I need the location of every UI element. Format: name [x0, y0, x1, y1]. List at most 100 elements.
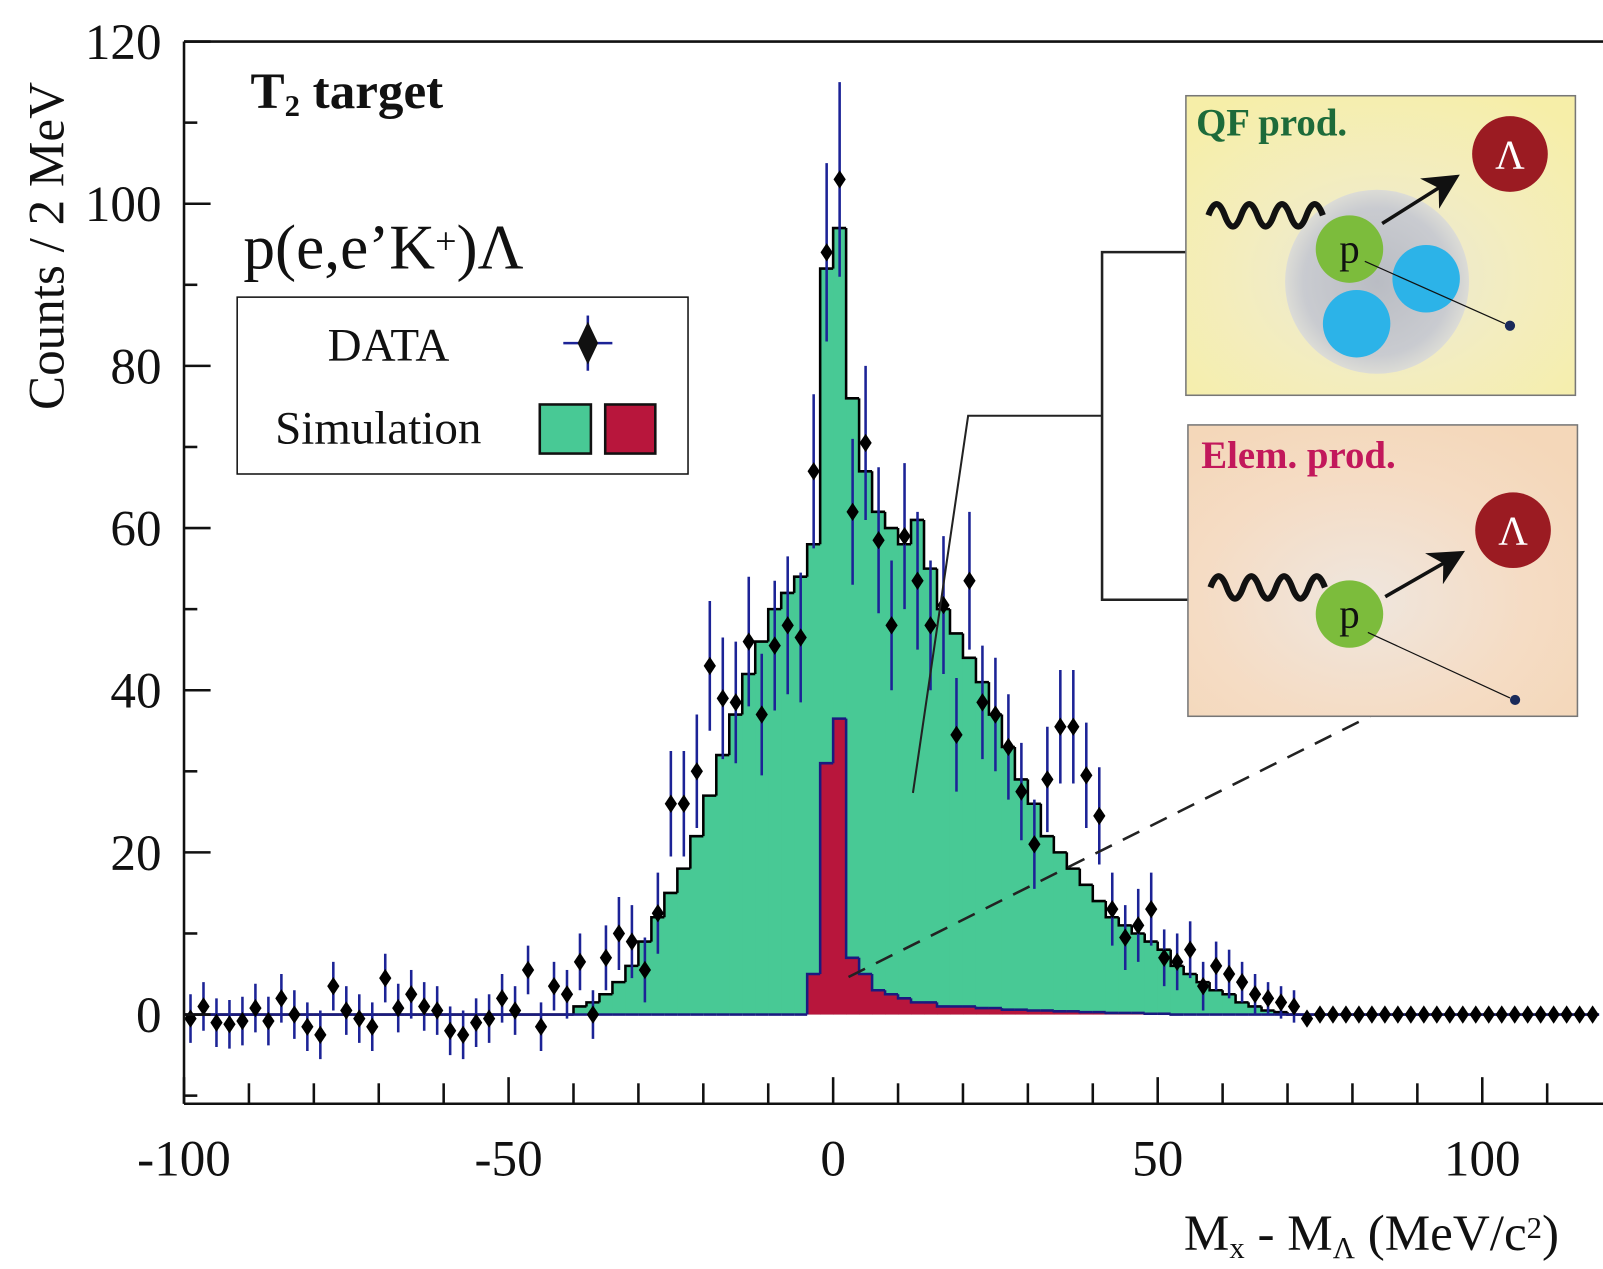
histogram-bar	[1222, 994, 1237, 1015]
x-tick-label: 50	[1132, 1130, 1183, 1187]
x-tick-label: -100	[137, 1130, 231, 1187]
histogram-bar	[885, 528, 899, 1015]
histogram-bar	[1053, 852, 1068, 1015]
histogram-bar	[742, 674, 756, 1015]
label-part: )Λ	[457, 213, 524, 283]
histogram-bar	[677, 868, 691, 1015]
histogram-bar	[885, 994, 899, 1015]
histogram-outline	[611, 980, 626, 995]
data-point	[1443, 1005, 1456, 1024]
histogram-bar	[664, 892, 678, 1015]
data-point	[703, 656, 716, 676]
histogram-outline	[1234, 994, 1249, 1004]
histogram-outline	[792, 575, 808, 593]
histogram-bar	[1092, 901, 1107, 1015]
histogram-outline	[935, 1002, 950, 1008]
histogram-bar	[612, 982, 626, 1015]
histogram-bar	[651, 917, 665, 1015]
lambda-circle	[1475, 492, 1551, 569]
histogram-outline	[857, 398, 873, 473]
data-point	[405, 985, 418, 1004]
data-point	[1326, 1005, 1340, 1024]
histogram-outline	[572, 1005, 587, 1015]
histogram-bar	[599, 994, 613, 1015]
histogram-outline	[1260, 1006, 1275, 1012]
data-point	[184, 1009, 197, 1028]
label-part: - M	[1245, 1205, 1333, 1262]
legend-swatch	[538, 403, 593, 455]
data-point	[197, 997, 210, 1016]
reaction-label: p(e,e’K+)Λ	[243, 213, 523, 283]
histogram-bar	[898, 544, 912, 1015]
data-point	[1456, 1005, 1469, 1024]
data-point	[236, 1011, 249, 1031]
histogram-bar	[781, 592, 795, 1015]
data-point	[1287, 997, 1301, 1016]
histogram-outline	[805, 542, 821, 577]
histogram-bar	[949, 1006, 964, 1015]
data-point	[846, 502, 859, 522]
data-point	[1482, 1005, 1495, 1024]
data-point	[1235, 972, 1249, 992]
data-point	[431, 1001, 444, 1020]
data-point	[690, 762, 703, 781]
data-point	[781, 616, 794, 635]
histogram-bar	[872, 990, 886, 1015]
histogram-outline	[870, 974, 886, 992]
data-point	[1106, 899, 1119, 919]
photon	[1205, 201, 1326, 230]
histogram-bar	[1014, 1009, 1029, 1015]
data-point	[1417, 1005, 1430, 1024]
data-point	[1067, 717, 1080, 736]
data-point	[327, 976, 340, 996]
histogram-outline	[1091, 884, 1106, 903]
data-point	[586, 1005, 600, 1024]
data-point	[1469, 1005, 1482, 1024]
data-point	[1352, 1005, 1366, 1024]
histogram-outline	[1143, 1012, 1158, 1016]
histogram-outline	[974, 657, 989, 684]
histogram-outline	[1143, 933, 1158, 943]
data-point	[223, 1015, 236, 1034]
label-part: (MeV/c	[1355, 1205, 1527, 1262]
label-part: 2	[285, 89, 300, 123]
histogram-outline	[896, 994, 912, 1000]
histogram-outline	[715, 753, 730, 796]
y-tick-label: 100	[85, 176, 162, 233]
histogram-outline	[598, 993, 613, 1003]
data-point	[444, 1021, 457, 1040]
histogram-outline	[1156, 941, 1171, 951]
histogram-outline	[857, 957, 873, 976]
data-point	[768, 636, 781, 655]
data-point	[366, 1017, 379, 1036]
data-point	[1300, 1009, 1314, 1028]
histogram-bar	[625, 965, 639, 1015]
histogram-bar	[859, 974, 873, 1015]
data-point	[742, 632, 755, 651]
histogram-outline	[766, 607, 782, 642]
legend-label: DATA	[328, 320, 450, 372]
data-point	[210, 1013, 223, 1032]
y-axis-label: Counts / 2 MeV	[18, 82, 75, 410]
histogram-outline	[1104, 1011, 1119, 1015]
data-point	[469, 1013, 483, 1032]
y-tick-label: 120	[85, 14, 162, 71]
data-point	[1145, 899, 1158, 919]
histogram-bar	[768, 609, 782, 1015]
data-point	[1547, 1005, 1560, 1024]
histogram-bar	[911, 1002, 925, 1015]
label-part: M	[1184, 1205, 1229, 1262]
histogram-bar	[729, 714, 743, 1015]
histogram-bar	[962, 657, 977, 1015]
data-point	[534, 1017, 548, 1036]
histogram-outline	[1078, 868, 1093, 887]
lambda-circle	[1472, 116, 1548, 192]
histogram-outline	[805, 972, 821, 1015]
photon	[1207, 573, 1328, 602]
histogram-bar	[807, 544, 821, 1015]
histogram-outline	[1104, 901, 1119, 919]
data-point	[1521, 1005, 1534, 1024]
data-point	[1391, 1005, 1405, 1024]
data-point	[521, 960, 535, 980]
